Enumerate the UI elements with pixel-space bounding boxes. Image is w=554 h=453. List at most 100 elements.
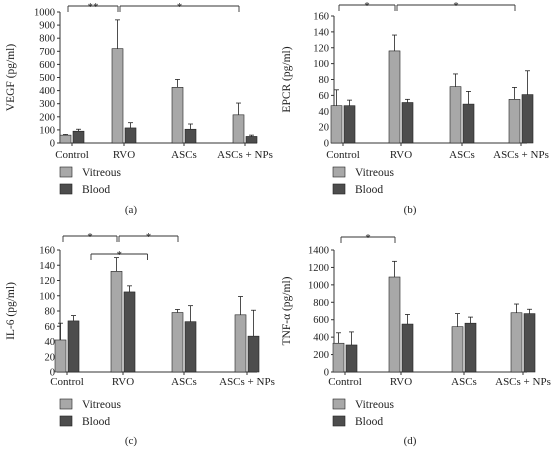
significance-label: * — [146, 231, 152, 243]
legend-swatch-blood — [59, 415, 73, 427]
bar-blood-2 — [184, 128, 197, 144]
legend-label-vitreous: Vitreous — [82, 399, 121, 411]
bar-vitreous-0 — [330, 105, 343, 144]
legend-label-blood: Blood — [355, 184, 383, 196]
panel-il6: 0 20 40 60 80 100 120 140 160 IL-6 (pg/ml) Control… — [5, 231, 275, 447]
bar-vitreous-0 — [332, 342, 345, 373]
bar-blood-0 — [343, 105, 356, 144]
y-tick-label: 0 — [50, 139, 55, 150]
y-tick-label: 1200 — [308, 263, 329, 274]
legend-label-vitreous: Vitreous — [355, 167, 394, 179]
x-tick-label: Control — [55, 149, 89, 161]
panel-epcr: 0 20 40 60 80 100 120 140 160 EPCR (pg/ml) Control… — [281, 0, 549, 216]
y-tick-label: 80 — [319, 75, 330, 86]
legend-swatch-vitreous — [332, 398, 346, 410]
bar-blood-1 — [401, 323, 414, 373]
significance-label: * — [87, 231, 93, 243]
y-tick-label: 140 — [39, 261, 55, 272]
legend-label-blood: Blood — [355, 416, 383, 428]
y-tick-label: 800 — [313, 298, 329, 309]
y-tick-label: 0 — [324, 139, 329, 150]
y-tick-label: 120 — [39, 276, 55, 287]
y-tick-label: 100 — [39, 291, 55, 302]
y-tick-label: 600 — [39, 60, 55, 71]
bar-blood-2 — [462, 103, 475, 144]
y-tick-label: 100 — [39, 125, 55, 136]
bar-vitreous-1 — [388, 276, 401, 373]
bar-blood-3 — [521, 94, 534, 144]
y-tick-label: 0 — [324, 368, 329, 379]
bar-vitreous-1 — [388, 50, 401, 144]
panel-label: (b) — [404, 204, 417, 216]
y-tick-label: 800 — [39, 34, 55, 45]
bar-blood-0 — [345, 344, 358, 373]
y-tick-label: 140 — [313, 27, 329, 38]
bar-blood-1 — [124, 127, 137, 144]
y-axis-title: EPCR (pg/ml) — [281, 46, 293, 112]
y-axis-title: IL-6 (pg/ml) — [5, 282, 17, 340]
y-tick-label: 60 — [319, 91, 330, 102]
bar-blood-1 — [401, 102, 414, 144]
legend-swatch-vitreous — [59, 398, 73, 410]
y-tick-label: 200 — [313, 350, 329, 361]
bar-vitreous-3 — [510, 312, 523, 373]
y-tick-label: 0 — [50, 368, 55, 379]
bar-vitreous-2 — [451, 326, 464, 373]
bar-vitreous-1 — [111, 48, 124, 144]
y-tick-label: 200 — [39, 112, 55, 123]
bar-blood-1 — [123, 291, 136, 373]
bar-blood-3 — [247, 335, 260, 373]
bar-vitreous-1 — [110, 271, 123, 373]
bar-vitreous-3 — [232, 114, 245, 144]
x-tick-label: RVO — [112, 376, 134, 388]
bar-vitreous-3 — [508, 99, 521, 144]
y-tick-label: 400 — [313, 333, 329, 344]
x-tick-label: ASCs + NPs — [493, 149, 549, 161]
legend-label-blood: Blood — [82, 416, 110, 428]
bar-blood-0 — [72, 130, 85, 144]
legend-swatch-blood — [332, 183, 346, 195]
y-tick-label: 1000 — [308, 280, 329, 291]
y-tick-label: 300 — [39, 99, 55, 110]
x-tick-label: Control — [326, 149, 360, 161]
x-tick-label: ASCs + NPs — [495, 376, 551, 388]
y-tick-label: 40 — [45, 337, 56, 348]
y-axis-title: VEGF (pg/ml) — [5, 44, 17, 112]
y-tick-label: 40 — [319, 107, 330, 118]
legend-label-blood: Blood — [82, 184, 110, 196]
y-tick-label: 100 — [313, 59, 329, 70]
x-tick-label: ASCs — [171, 149, 197, 161]
bar-blood-2 — [464, 322, 477, 373]
legend-swatch-vitreous — [59, 166, 73, 178]
y-tick-label: 120 — [313, 43, 329, 54]
y-tick-label: 900 — [39, 21, 55, 32]
legend-swatch-vitreous — [332, 166, 346, 178]
x-tick-label: Control — [50, 376, 84, 388]
significance-label: * — [177, 1, 183, 13]
x-tick-label: RVO — [390, 376, 412, 388]
bar-vitreous-2 — [171, 87, 184, 144]
x-tick-label: RVO — [113, 149, 135, 161]
x-tick-label: Control — [328, 376, 362, 388]
y-axis-title: TNF-α (pg/ml) — [281, 276, 293, 345]
significance-label: * — [364, 0, 370, 12]
x-tick-label: ASCs — [171, 376, 197, 388]
significance-label: * — [365, 232, 371, 244]
y-tick-label: 160 — [39, 246, 55, 257]
x-tick-label: ASCs + NPs — [219, 376, 275, 388]
significance-label: * — [453, 0, 459, 12]
x-tick-label: ASCs — [449, 149, 475, 161]
y-tick-label: 700 — [39, 47, 55, 58]
y-tick-label: 20 — [45, 352, 56, 363]
legend-swatch-blood — [332, 415, 346, 427]
bar-blood-3 — [245, 136, 258, 144]
bar-vitreous-2 — [449, 86, 462, 144]
legend-swatch-blood — [59, 183, 73, 195]
y-tick-label: 80 — [45, 307, 56, 318]
significance-label: ** — [88, 1, 99, 13]
y-tick-label: 60 — [45, 322, 56, 333]
bar-vitreous-3 — [234, 314, 247, 373]
panel-vegf: 0 100 200 300 400 500 600 700 800 900 1000 VEGF (pg… — [5, 1, 273, 216]
x-tick-label: RVO — [390, 149, 412, 161]
panel-label: (c) — [125, 435, 138, 447]
